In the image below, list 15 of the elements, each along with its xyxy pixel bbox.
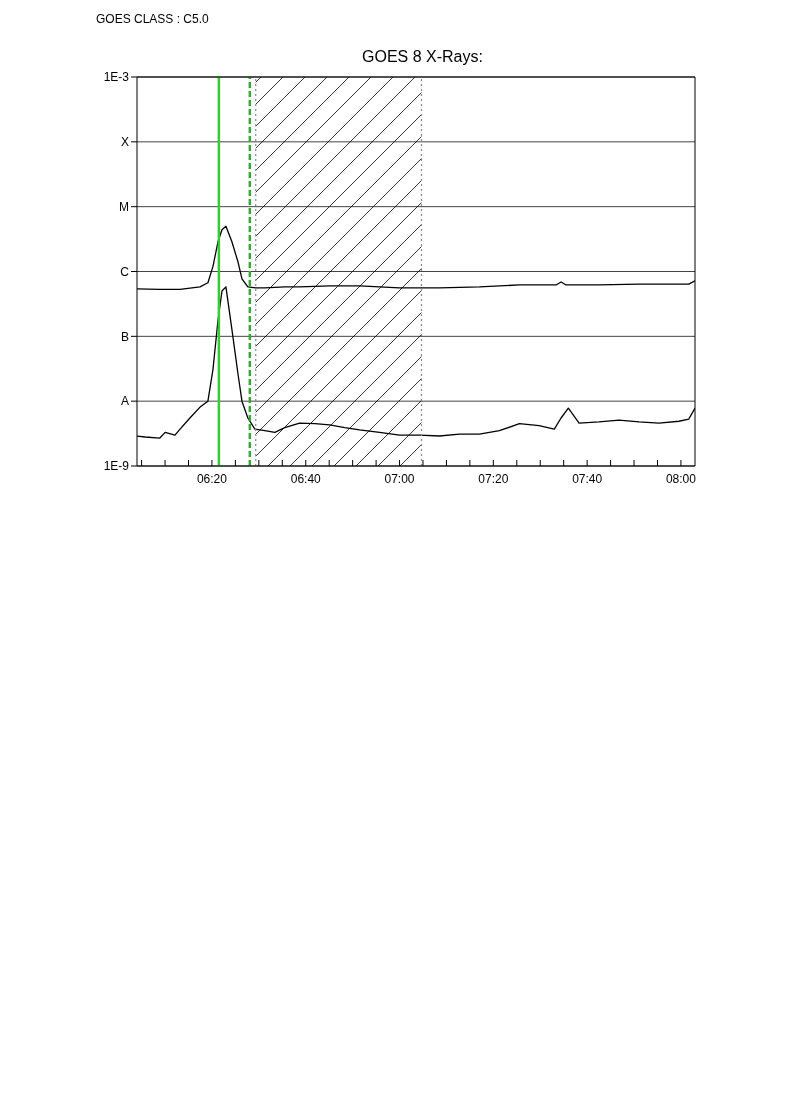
x-tick-label: 06:40 [290, 471, 322, 486]
y-tick-label: B [120, 329, 129, 344]
y-tick-label: 1E-9 [103, 459, 130, 474]
y-tick-label: 1E-3 [103, 70, 130, 85]
x-tick-label: 06:20 [196, 471, 228, 486]
y-tick-label: M [119, 199, 129, 214]
y-tick-label: X [120, 135, 129, 150]
chart-title: GOES 8 X-Rays: [361, 48, 484, 66]
x-tick-label: 08:00 [665, 471, 697, 486]
y-tick-label: A [120, 394, 129, 409]
x-tick-label: 07:00 [384, 471, 415, 486]
x-tick-label: 07:40 [572, 471, 603, 486]
text: GOES CLASS : C5.0 [96, 12, 210, 26]
y-tick-label: C [120, 264, 130, 279]
x-tick-label: 07:20 [478, 471, 509, 486]
